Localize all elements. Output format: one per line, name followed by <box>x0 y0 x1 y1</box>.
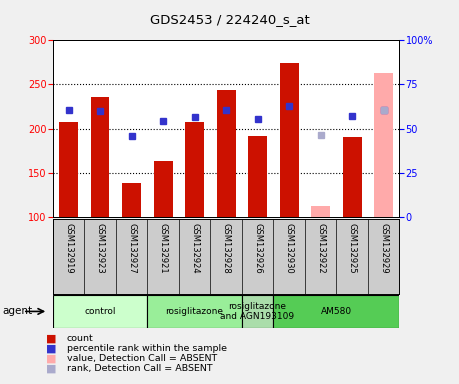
Text: GDS2453 / 224240_s_at: GDS2453 / 224240_s_at <box>150 13 309 26</box>
Text: value, Detection Call = ABSENT: value, Detection Call = ABSENT <box>67 354 217 363</box>
Bar <box>217 90 235 217</box>
Bar <box>248 136 267 217</box>
Text: GSM132928: GSM132928 <box>222 223 230 273</box>
Bar <box>273 295 399 328</box>
Text: control: control <box>84 307 116 316</box>
Text: AM580: AM580 <box>321 307 352 316</box>
Text: agent: agent <box>2 306 33 316</box>
Bar <box>90 97 110 217</box>
Text: rosiglitazone
and AGN193109: rosiglitazone and AGN193109 <box>220 302 295 321</box>
Text: ■: ■ <box>46 354 56 364</box>
Text: rank, Detection Call = ABSENT: rank, Detection Call = ABSENT <box>67 364 212 373</box>
Text: ■: ■ <box>46 344 56 354</box>
Text: rosiglitazone: rosiglitazone <box>166 307 224 316</box>
Text: ■: ■ <box>46 364 56 374</box>
Bar <box>59 122 78 217</box>
Bar <box>242 295 273 328</box>
Bar <box>154 161 173 217</box>
Bar <box>53 295 147 328</box>
Text: GSM132930: GSM132930 <box>285 223 294 273</box>
Text: GSM132927: GSM132927 <box>127 223 136 273</box>
Bar <box>374 73 393 217</box>
Bar <box>185 122 204 217</box>
Bar <box>122 184 141 217</box>
Bar <box>280 63 298 217</box>
Text: GSM132926: GSM132926 <box>253 223 262 273</box>
Text: GSM132924: GSM132924 <box>190 223 199 273</box>
Text: ■: ■ <box>46 334 56 344</box>
Text: GSM132923: GSM132923 <box>95 223 105 273</box>
Text: percentile rank within the sample: percentile rank within the sample <box>67 344 227 353</box>
Text: GSM132919: GSM132919 <box>64 223 73 273</box>
Text: GSM132921: GSM132921 <box>158 223 168 273</box>
Bar <box>311 206 330 217</box>
Text: GSM132929: GSM132929 <box>379 223 388 273</box>
Text: GSM132922: GSM132922 <box>316 223 325 273</box>
Text: count: count <box>67 334 93 343</box>
Bar <box>342 137 362 217</box>
Text: GSM132925: GSM132925 <box>347 223 357 273</box>
Bar <box>147 295 242 328</box>
